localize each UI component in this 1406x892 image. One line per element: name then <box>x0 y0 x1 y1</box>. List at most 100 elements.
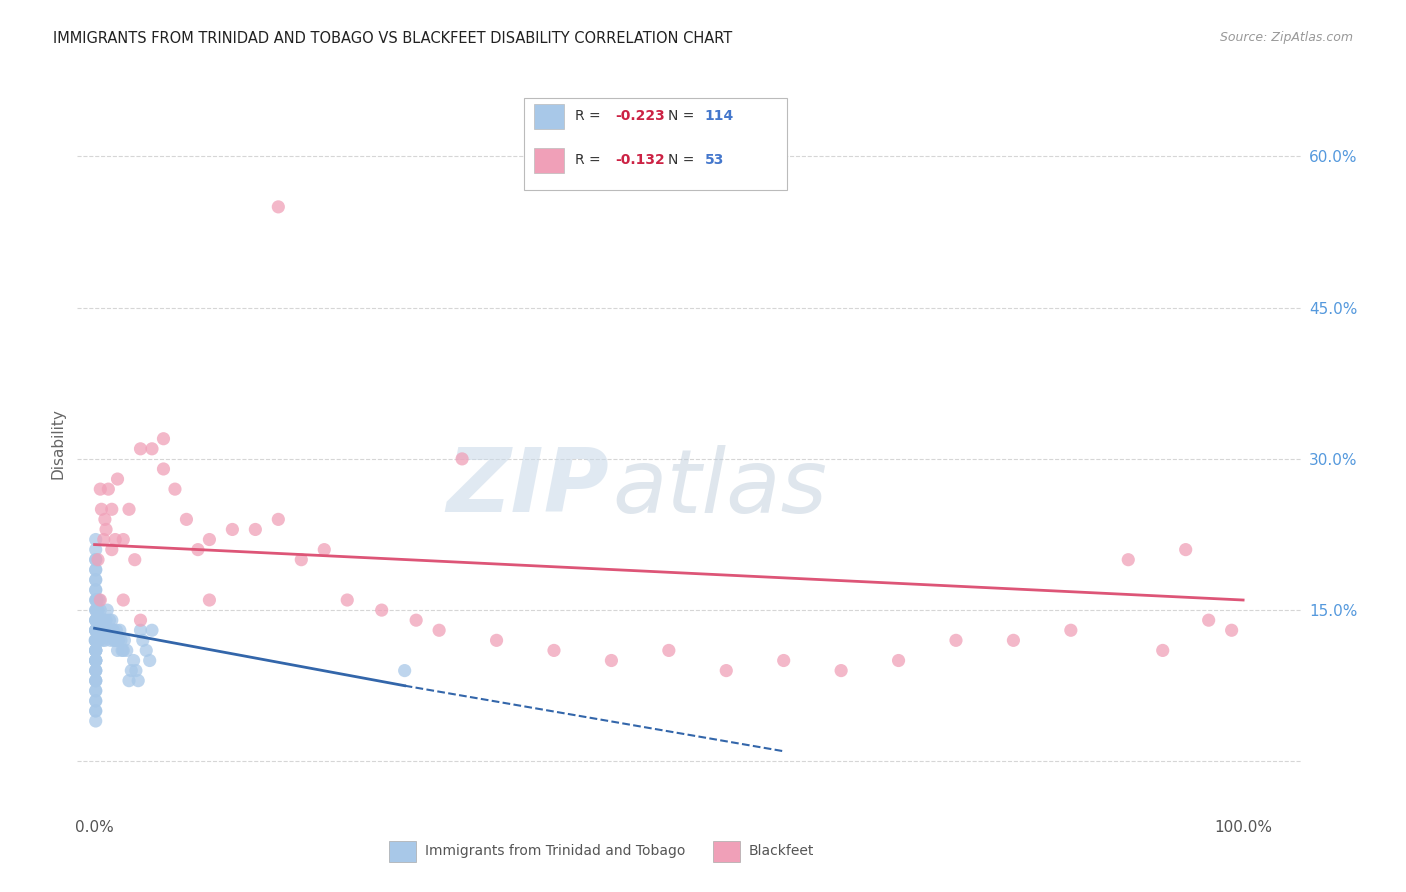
Point <box>91 624 114 638</box>
Point <box>101 502 124 516</box>
Point <box>86 624 108 638</box>
Point <box>1002 633 1025 648</box>
Point <box>84 653 107 667</box>
Point <box>84 624 107 638</box>
Point <box>84 653 107 667</box>
Point <box>101 613 124 627</box>
Point <box>485 633 508 648</box>
Point <box>89 624 111 638</box>
Point <box>198 593 221 607</box>
Point <box>84 582 107 597</box>
Point <box>86 603 108 617</box>
Point <box>84 673 107 688</box>
Point <box>90 624 112 638</box>
Point <box>107 633 129 648</box>
Point <box>90 502 112 516</box>
FancyBboxPatch shape <box>534 103 564 128</box>
Point <box>127 673 149 688</box>
Point <box>86 633 108 648</box>
Point <box>163 482 186 496</box>
Text: ZIP: ZIP <box>447 444 609 532</box>
Point <box>84 624 107 638</box>
Point <box>245 523 267 537</box>
Text: Source: ZipAtlas.com: Source: ZipAtlas.com <box>1219 31 1353 45</box>
Point <box>336 593 359 607</box>
Point <box>84 552 107 566</box>
Point <box>600 653 623 667</box>
Point <box>104 533 127 547</box>
Point <box>89 613 111 627</box>
Point <box>830 664 852 678</box>
Point <box>97 482 120 496</box>
Point <box>84 552 107 566</box>
Point <box>84 603 107 617</box>
Point <box>84 603 107 617</box>
Point <box>84 653 107 667</box>
Text: 53: 53 <box>704 153 724 168</box>
Point <box>86 613 108 627</box>
Point <box>84 593 107 607</box>
Point <box>84 593 107 607</box>
Point <box>152 432 174 446</box>
Point <box>84 533 107 547</box>
Point <box>129 442 152 456</box>
Point <box>543 643 565 657</box>
Point <box>108 624 131 638</box>
Point <box>94 613 117 627</box>
Point <box>90 613 112 627</box>
Point <box>104 633 127 648</box>
Text: N =: N = <box>668 110 699 123</box>
Text: -0.132: -0.132 <box>616 153 665 168</box>
Point <box>98 613 121 627</box>
Point <box>84 582 107 597</box>
Point <box>110 633 132 648</box>
Point <box>118 502 141 516</box>
Point <box>84 673 107 688</box>
Point <box>84 633 107 648</box>
Point <box>91 633 114 648</box>
Point <box>94 633 117 648</box>
Point <box>129 613 152 627</box>
Point <box>111 643 134 657</box>
Point <box>84 704 107 718</box>
Point <box>89 613 111 627</box>
Point <box>89 482 111 496</box>
Point <box>84 633 107 648</box>
Point <box>112 593 135 607</box>
Point <box>97 624 120 638</box>
Point <box>135 643 157 657</box>
Point <box>87 624 110 638</box>
Point <box>84 664 107 678</box>
Point <box>86 593 108 607</box>
Point <box>290 552 312 566</box>
Point <box>1060 624 1083 638</box>
Point <box>84 683 107 698</box>
Point <box>141 442 163 456</box>
FancyBboxPatch shape <box>389 841 416 862</box>
Point <box>122 653 145 667</box>
FancyBboxPatch shape <box>534 148 564 173</box>
Point <box>84 664 107 678</box>
Point <box>84 613 107 627</box>
Point <box>112 633 135 648</box>
Point <box>107 472 129 486</box>
Point <box>89 593 111 607</box>
Point <box>138 653 160 667</box>
Text: IMMIGRANTS FROM TRINIDAD AND TOBAGO VS BLACKFEET DISABILITY CORRELATION CHART: IMMIGRANTS FROM TRINIDAD AND TOBAGO VS B… <box>53 31 733 46</box>
Point <box>112 643 135 657</box>
Point <box>87 633 110 648</box>
Point <box>86 593 108 607</box>
Point <box>87 552 110 566</box>
Text: atlas: atlas <box>612 445 827 531</box>
Point <box>96 624 118 638</box>
Point <box>1220 624 1243 638</box>
Point <box>84 542 107 557</box>
Point <box>221 523 243 537</box>
Text: R =: R = <box>575 110 605 123</box>
Point <box>101 624 124 638</box>
Point <box>84 694 107 708</box>
Point <box>427 624 450 638</box>
Point <box>94 624 117 638</box>
Point <box>84 653 107 667</box>
Point <box>84 633 107 648</box>
